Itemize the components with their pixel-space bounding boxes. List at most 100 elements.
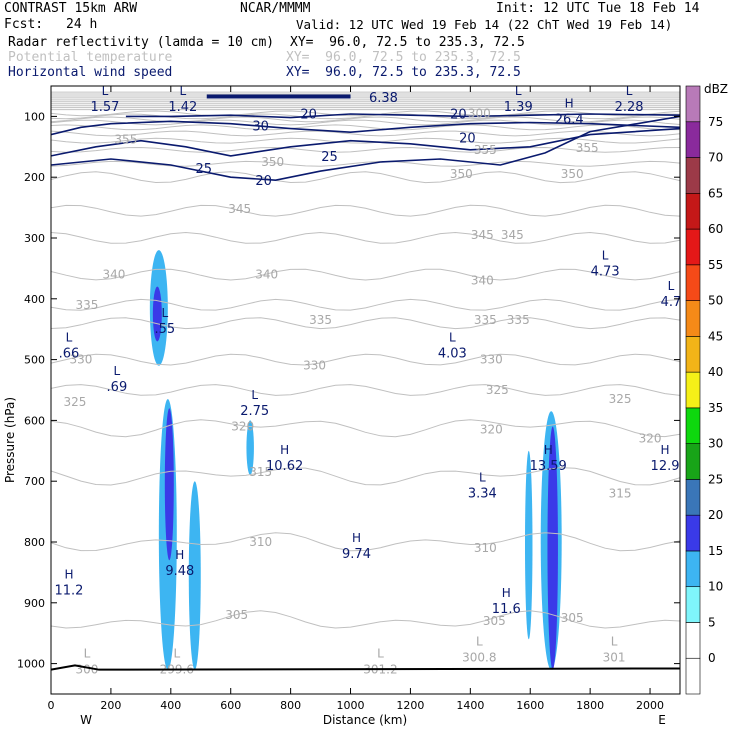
colorbar-swatch-15 <box>685 121 701 158</box>
colorbar-swatch-7 <box>685 407 701 444</box>
x-axis-label: Distance (km) <box>323 713 407 727</box>
theta-label-30: 305 <box>483 614 506 628</box>
theta-extremum-type-4: L <box>611 634 618 648</box>
colorbar-label-9: 45 <box>708 329 723 343</box>
wind-extremum-value-2: 6.38 <box>369 91 398 106</box>
colorbar-swatch-14 <box>685 157 701 194</box>
reflectivity-cells <box>149 250 562 670</box>
theta-line-11 <box>51 231 680 244</box>
colorbar-swatch-6 <box>685 443 701 480</box>
theta-label-9: 340 <box>102 267 125 281</box>
field-theta-xy: XY= 96.0, 72.5 to 235.3, 72.5 <box>286 50 521 65</box>
direction-east: E <box>658 713 666 727</box>
theta-extremum-value-3: 300.8 <box>462 650 496 664</box>
x-tick-label-3: 600 <box>220 699 241 712</box>
y-tick-label-5: 600 <box>24 414 45 427</box>
wind-extremum-type-19: H <box>64 568 73 582</box>
wind-extremum-type-17: H <box>352 531 361 545</box>
wind-extremum-type-12: L <box>251 388 258 402</box>
colorbar-swatch-10 <box>685 300 701 337</box>
theta-line-16 <box>51 384 680 396</box>
y-tick-label-2: 300 <box>24 232 45 245</box>
wind-extremum-value-19: 11.2 <box>54 584 83 599</box>
theta-label-13: 335 <box>309 313 332 327</box>
wind-line-2 <box>51 115 680 182</box>
colorbar-label-8: 40 <box>708 365 723 379</box>
wind-label-0: 20 <box>300 107 317 122</box>
wind-line-1 <box>51 127 680 157</box>
colorbar-swatch-9 <box>685 336 701 373</box>
x-tick-label-5: 1000 <box>337 699 365 712</box>
wind-jet-core <box>206 94 351 99</box>
wind-extremum-type-9: L <box>66 330 73 344</box>
org-label: NCAR/MMMM <box>240 1 311 16</box>
wind-line-0 <box>51 120 680 136</box>
theta-line-1 <box>51 113 680 120</box>
wind-extremum-value-5: 2.28 <box>615 100 644 115</box>
theta-line-7 <box>51 146 680 153</box>
y-tick-label-0: 100 <box>24 110 45 123</box>
colorbar-label-6: 30 <box>708 437 723 451</box>
x-tick-label-9: 1800 <box>576 699 604 712</box>
theta-line-12 <box>51 268 680 281</box>
theta-label-31: 305 <box>561 611 584 625</box>
theta-line-2 <box>51 116 680 123</box>
theta-label-10: 340 <box>255 267 278 281</box>
theta-label-12: 335 <box>75 298 98 312</box>
theta-extremum-type-1: L <box>173 647 180 661</box>
y-tick-label-3: 400 <box>24 293 45 306</box>
wind-extremum-value-11: 4.03 <box>438 346 467 361</box>
colorbar-label-12: 60 <box>708 222 723 236</box>
wind-extremum-type-5: L <box>626 84 633 98</box>
wind-extremum-value-16: 3.34 <box>468 486 497 501</box>
wind-extremum-value-7: 4.7 <box>661 295 682 310</box>
colorbar-swatch-3 <box>685 550 701 588</box>
theta-label-19: 325 <box>64 395 87 409</box>
wind-extremum-value-18: 9.48 <box>165 564 194 579</box>
wind-extremum-type-4: H <box>565 96 574 110</box>
wind-label-6: 20 <box>255 174 272 189</box>
reflectivity-cell-3 <box>164 408 174 561</box>
theta-label-1: 355 <box>474 143 497 157</box>
field-theta-name: Potential temperature <box>8 50 173 65</box>
theta-extremum-value-4: 301 <box>603 650 626 664</box>
theta-label-26: 315 <box>609 486 632 500</box>
y-axis-label: Pressure (hPa) <box>3 397 17 483</box>
colorbar-swatch-13 <box>685 192 701 230</box>
wind-extremum-type-0: L <box>102 84 109 98</box>
x-tick-label-6: 1200 <box>396 699 424 712</box>
wind-extremum-type-2: L <box>380 75 387 89</box>
colorbar-label-15: 75 <box>708 115 723 129</box>
colorbar-label-5: 25 <box>708 472 723 486</box>
theta-label-0: 355 <box>114 133 137 147</box>
reflectivity-cell-4 <box>188 481 201 670</box>
wind-contours <box>51 94 680 182</box>
theta-line-8 <box>51 160 680 167</box>
wind-extremum-type-8: L <box>161 306 168 320</box>
wind-extremum-type-16: L <box>479 470 486 484</box>
theta-label-4: 350 <box>450 167 473 181</box>
valid-time: Valid: 12 UTC Wed 19 Feb 14 (22 ChT Wed … <box>296 17 673 32</box>
wind-extremum-value-4: 26.4 <box>555 112 584 127</box>
theta-line-5 <box>51 130 680 137</box>
colorbar-label-14: 70 <box>708 151 723 165</box>
x-tick-label-2: 400 <box>160 699 181 712</box>
wind-label-2: 30 <box>252 120 269 135</box>
theta-label-15: 335 <box>507 313 530 327</box>
theta-line-0 <box>51 110 680 117</box>
theta-line-17 <box>51 419 680 438</box>
x-tick-label-7: 1400 <box>456 699 484 712</box>
theta-line-14 <box>51 317 680 330</box>
theta-label-24: 320 <box>639 432 662 446</box>
theta-label-21: 325 <box>609 392 632 406</box>
colorbar-label-4: 20 <box>708 508 723 522</box>
theta-label-29: 305 <box>225 608 248 622</box>
x-tick-label-0: 0 <box>48 699 55 712</box>
field-reflectivity-name: Radar reflectivity (lamda = 10 cm) <box>8 35 275 50</box>
colorbar-swatch-12 <box>685 228 701 266</box>
theta-line-9 <box>51 171 680 184</box>
init-time: Init: 12 UTC Tue 18 Feb 14 <box>496 1 700 16</box>
y-tick-label-7: 800 <box>24 536 45 549</box>
colorbar-label-11: 55 <box>708 258 723 272</box>
